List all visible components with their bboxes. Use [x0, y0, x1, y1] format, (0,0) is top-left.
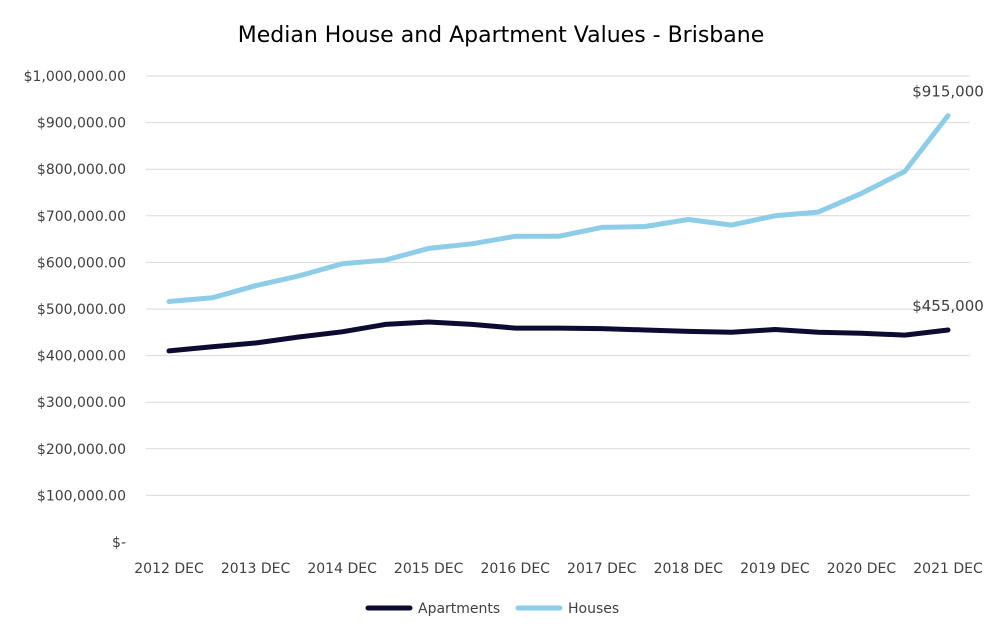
y-tick-label: $700,000.00	[37, 209, 126, 225]
y-tick-label: $1,000,000.00	[24, 69, 126, 85]
data-label-apartments: $455,000	[912, 297, 984, 315]
chart-title: Median House and Apartment Values - Bris…	[238, 23, 764, 48]
x-tick-label: 2014 DEC	[307, 561, 377, 577]
y-tick-label: $-	[112, 535, 126, 551]
legend-label-houses: Houses	[568, 601, 619, 617]
data-label-houses: $915,000	[912, 83, 984, 101]
y-tick-label: $500,000.00	[37, 302, 126, 318]
x-tick-label: 2021 DEC	[913, 561, 983, 577]
y-tick-label: $900,000.00	[37, 116, 126, 132]
x-tick-label: 2019 DEC	[740, 561, 810, 577]
legend-label-apartments: Apartments	[418, 601, 500, 617]
x-axis-tick-labels: 2012 DEC 2013 DEC 2014 DEC 2015 DEC 2016 DEC…	[134, 561, 983, 577]
y-tick-label: $600,000.00	[37, 255, 126, 271]
gridlines	[146, 75, 970, 496]
x-tick-label: 2013 DEC	[221, 561, 291, 577]
y-tick-label: $400,000.00	[37, 349, 126, 365]
x-tick-label: 2012 DEC	[134, 561, 204, 577]
x-tick-label: 2016 DEC	[480, 561, 550, 577]
series-line-houses	[166, 113, 951, 304]
y-axis-tick-labels: $- $100,000.00 $200,000.00 $300,000.00 $400,…	[24, 69, 126, 551]
x-tick-label: 2020 DEC	[827, 561, 897, 577]
legend: Apartments Houses	[365, 601, 619, 617]
data-labels: $455,000 $915,000	[912, 83, 984, 315]
x-tick-label: 2017 DEC	[567, 561, 637, 577]
series-lines	[166, 113, 951, 354]
y-tick-label: $200,000.00	[37, 442, 126, 458]
x-tick-label: 2018 DEC	[654, 561, 724, 577]
series-line-apartments	[166, 319, 951, 354]
y-tick-label: $100,000.00	[37, 488, 126, 504]
y-tick-label: $800,000.00	[37, 162, 126, 178]
y-tick-label: $300,000.00	[37, 395, 126, 411]
x-tick-label: 2015 DEC	[394, 561, 464, 577]
